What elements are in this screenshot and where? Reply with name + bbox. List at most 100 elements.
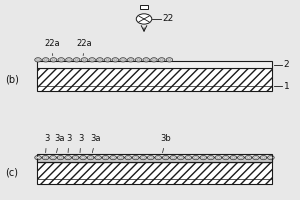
Ellipse shape [117,155,124,160]
Ellipse shape [200,155,207,160]
Ellipse shape [178,155,184,160]
Ellipse shape [52,157,54,158]
Ellipse shape [128,58,134,62]
Ellipse shape [81,58,88,62]
Ellipse shape [170,155,176,160]
Ellipse shape [147,155,154,160]
Ellipse shape [35,58,41,62]
Ellipse shape [208,155,214,160]
Ellipse shape [202,157,205,158]
Ellipse shape [149,157,152,158]
Ellipse shape [68,59,70,61]
Ellipse shape [120,58,126,62]
Ellipse shape [74,58,80,62]
Ellipse shape [74,157,77,158]
Ellipse shape [155,155,161,160]
Text: 1: 1 [284,82,289,91]
Ellipse shape [112,58,119,62]
Text: (c): (c) [5,168,18,178]
Ellipse shape [114,59,117,61]
Ellipse shape [65,155,71,160]
Ellipse shape [75,59,78,61]
Ellipse shape [160,59,163,61]
Bar [37,68,272,91]
Ellipse shape [224,157,227,158]
Ellipse shape [223,155,229,160]
Ellipse shape [132,155,139,160]
Ellipse shape [60,59,62,61]
Ellipse shape [83,59,86,61]
Ellipse shape [98,59,101,61]
Text: 3a: 3a [90,134,101,153]
Ellipse shape [44,157,47,158]
Ellipse shape [217,157,220,158]
Ellipse shape [57,155,64,160]
Ellipse shape [52,59,55,61]
Ellipse shape [89,157,92,158]
Bar [37,61,272,68]
Bar [37,154,272,162]
Ellipse shape [135,58,142,62]
Ellipse shape [230,155,237,160]
Ellipse shape [158,58,165,62]
Ellipse shape [127,157,130,158]
Ellipse shape [91,59,93,61]
Ellipse shape [50,58,57,62]
Bar [140,5,148,9]
Ellipse shape [247,157,250,158]
Ellipse shape [157,157,160,158]
Ellipse shape [253,155,259,160]
Ellipse shape [270,157,272,158]
Ellipse shape [67,157,69,158]
Ellipse shape [42,155,49,160]
Ellipse shape [194,157,197,158]
Ellipse shape [151,58,157,62]
Ellipse shape [119,157,122,158]
Ellipse shape [95,155,101,160]
Circle shape [136,14,152,24]
Text: 22a: 22a [77,39,92,56]
Text: 3: 3 [78,134,84,153]
Ellipse shape [37,157,39,158]
Ellipse shape [104,157,107,158]
Ellipse shape [193,155,199,160]
Ellipse shape [106,59,109,61]
Bar [37,157,272,162]
Ellipse shape [37,59,39,61]
Ellipse shape [164,157,167,158]
Ellipse shape [50,155,56,160]
Ellipse shape [142,157,145,158]
Ellipse shape [215,155,222,160]
Ellipse shape [130,59,132,61]
Ellipse shape [72,155,79,160]
Text: (b): (b) [5,75,19,85]
Ellipse shape [153,59,155,61]
Ellipse shape [58,58,64,62]
Ellipse shape [255,157,257,158]
Ellipse shape [134,157,137,158]
Ellipse shape [80,155,86,160]
Ellipse shape [140,155,146,160]
Ellipse shape [110,155,116,160]
Ellipse shape [232,157,235,158]
Ellipse shape [102,155,109,160]
Ellipse shape [66,58,72,62]
Ellipse shape [125,155,131,160]
Bar [37,162,272,184]
Ellipse shape [143,58,149,62]
Text: 3: 3 [66,134,72,153]
Ellipse shape [35,155,41,160]
Ellipse shape [238,155,244,160]
Ellipse shape [168,59,171,61]
Ellipse shape [44,59,47,61]
Ellipse shape [137,59,140,61]
Ellipse shape [104,58,111,62]
Ellipse shape [185,155,192,160]
Ellipse shape [112,157,115,158]
Ellipse shape [163,155,169,160]
Text: 3: 3 [44,134,50,153]
Ellipse shape [166,58,173,62]
Text: 3a: 3a [54,134,65,153]
Ellipse shape [245,155,252,160]
Ellipse shape [122,59,124,61]
